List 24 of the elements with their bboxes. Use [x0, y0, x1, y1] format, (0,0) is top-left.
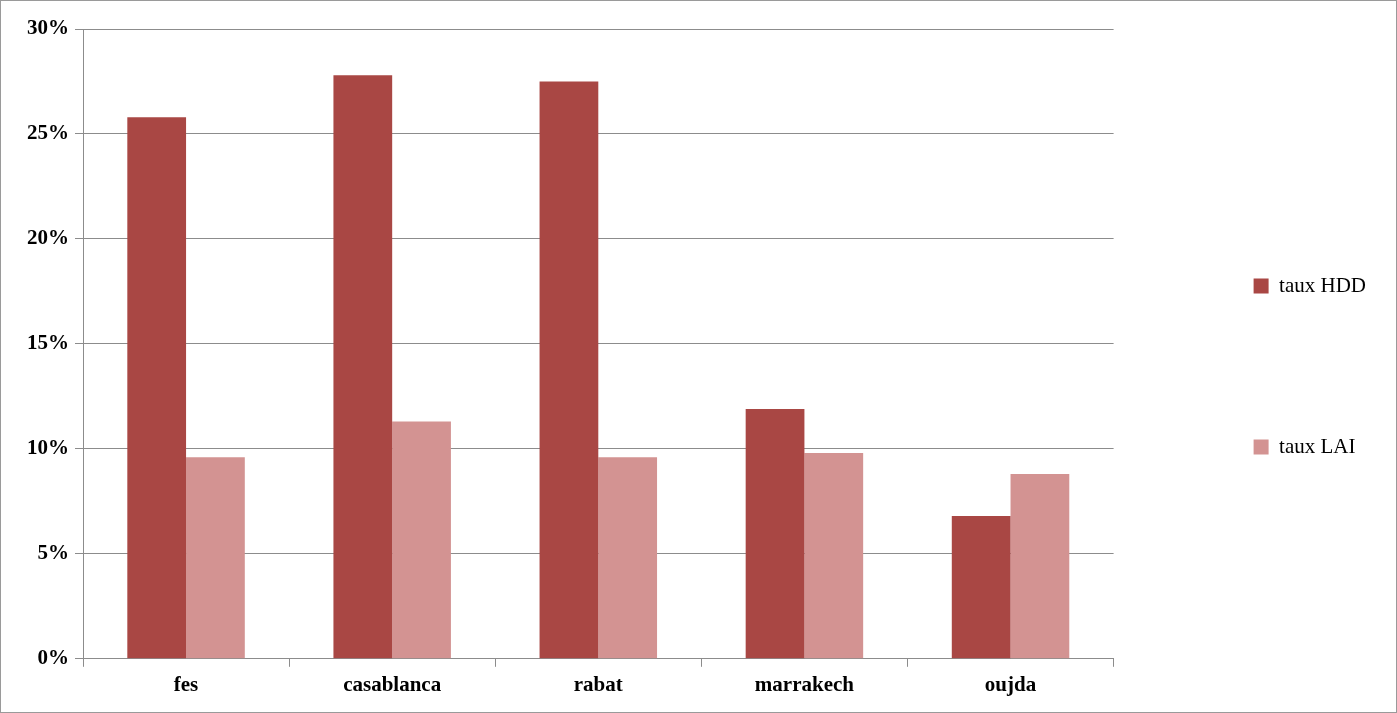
x-tick-label: marrakech — [754, 671, 855, 696]
y-tick-label: 5% — [37, 540, 69, 565]
legend-label: taux LAI — [1279, 433, 1356, 458]
x-tick-label: fes — [173, 671, 199, 696]
x-tick-label: oujda — [984, 671, 1037, 696]
x-tick-label: casablanca — [343, 671, 442, 696]
bar — [186, 457, 245, 659]
legend-label: taux HDD — [1279, 272, 1366, 297]
y-tick-label: 20% — [27, 225, 69, 250]
bar — [804, 453, 864, 659]
bar — [392, 421, 451, 659]
y-tick-label: 30% — [27, 15, 69, 40]
y-tick-label: 10% — [27, 435, 69, 460]
bar — [1010, 474, 1070, 659]
bar — [598, 457, 658, 659]
bar — [539, 81, 599, 659]
x-tick-label: rabat — [573, 671, 623, 696]
y-tick-label: 15% — [27, 330, 69, 355]
y-tick-label: 25% — [27, 120, 69, 145]
bar — [333, 75, 393, 659]
bar — [745, 408, 805, 659]
y-tick-label: 0% — [37, 645, 69, 670]
bar — [951, 516, 1011, 659]
bar — [127, 117, 187, 659]
